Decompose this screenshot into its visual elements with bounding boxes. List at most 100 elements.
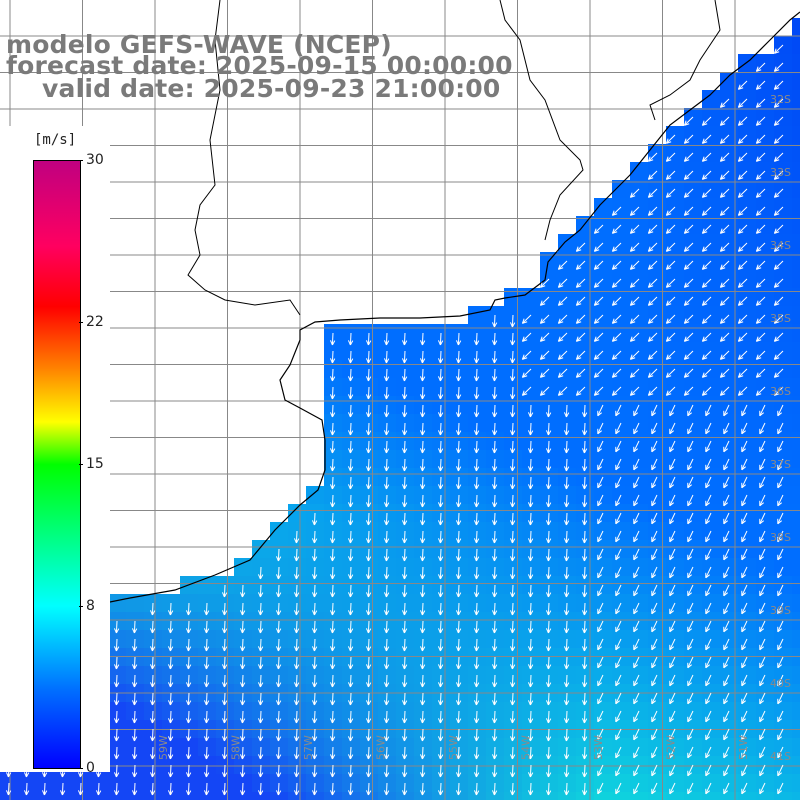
wind-arrow <box>719 98 730 108</box>
wind-arrow <box>611 350 622 360</box>
wind-arrow <box>615 602 622 615</box>
wind-arrow <box>633 710 640 723</box>
wind-arrow <box>521 368 532 378</box>
wind-arrow <box>687 746 694 759</box>
wind-arrow <box>311 674 318 688</box>
latitude-label: 33S <box>770 166 791 179</box>
wind-arrow <box>719 188 730 198</box>
wind-arrow <box>437 512 444 526</box>
wind-arrow <box>701 116 712 126</box>
wind-arrow <box>759 566 766 579</box>
wind-arrow <box>527 566 534 580</box>
wind-arrow <box>113 728 120 742</box>
wind-arrow <box>383 350 390 364</box>
wind-arrow <box>629 278 640 288</box>
wind-arrow <box>705 530 712 543</box>
wind-arrow <box>755 62 766 72</box>
wind-arrow <box>455 710 462 724</box>
wind-arrow <box>741 584 748 597</box>
wind-arrow <box>401 602 408 616</box>
wind-arrow <box>701 170 712 180</box>
wind-arrow <box>687 692 694 705</box>
wind-arrow <box>401 764 408 778</box>
wind-arrow <box>723 782 730 795</box>
wind-arrow <box>615 584 622 597</box>
wind-arrow <box>347 476 354 490</box>
wind-arrow <box>737 314 748 324</box>
wind-arrow <box>347 584 354 598</box>
wind-speed-cell <box>792 90 800 109</box>
wind-arrow <box>539 350 550 360</box>
wind-arrow <box>203 728 210 742</box>
wind-arrow <box>167 710 174 724</box>
wind-arrow <box>329 458 336 472</box>
wind-arrow <box>755 260 766 270</box>
wind-arrow <box>293 566 300 580</box>
wind-arrow <box>611 260 622 270</box>
wind-arrow <box>651 782 658 795</box>
wind-speed-cell <box>450 792 469 800</box>
wind-arrow <box>59 782 66 796</box>
wind-arrow <box>401 404 408 418</box>
wind-arrow <box>719 332 730 342</box>
wind-arrow <box>683 350 694 360</box>
wind-arrow <box>575 314 586 324</box>
latitude-label: 41S <box>770 750 791 763</box>
wind-arrow <box>437 404 444 418</box>
wind-arrow <box>149 674 156 688</box>
wind-arrow <box>311 746 318 760</box>
wind-arrow <box>419 422 426 436</box>
wind-arrow <box>773 62 784 72</box>
wind-arrow <box>185 638 192 652</box>
wind-arrow <box>221 620 228 634</box>
wind-arrow <box>365 602 372 616</box>
wind-arrow <box>311 512 318 526</box>
wind-arrow <box>755 314 766 324</box>
wind-arrow <box>365 566 372 580</box>
wind-arrow <box>665 296 676 306</box>
wind-arrow <box>401 332 408 346</box>
wind-arrow <box>581 746 588 760</box>
wind-arrow <box>615 440 622 453</box>
wind-arrow <box>203 620 210 634</box>
wind-arrow <box>723 422 730 435</box>
wind-arrow <box>329 746 336 760</box>
wind-speed-cell <box>468 306 487 325</box>
wind-arrow <box>401 368 408 382</box>
wind-speed-cell <box>270 792 289 800</box>
wind-arrow <box>777 620 784 633</box>
wind-arrow <box>777 458 784 471</box>
wind-arrow <box>329 728 336 742</box>
wind-arrow <box>5 782 12 796</box>
wind-arrow <box>383 440 390 454</box>
wind-arrow <box>651 674 658 687</box>
wind-arrow <box>545 674 552 688</box>
wind-arrow <box>131 656 138 670</box>
wind-arrow <box>383 692 390 706</box>
wind-arrow <box>683 332 694 342</box>
wind-speed-cell <box>378 792 397 800</box>
wind-arrow <box>759 458 766 471</box>
wind-arrow <box>581 440 588 454</box>
wind-arrow <box>759 602 766 615</box>
wind-arrow <box>581 584 588 598</box>
wind-speed-cell <box>234 558 253 577</box>
wind-arrow <box>545 728 552 742</box>
wind-arrow <box>611 332 622 342</box>
wind-arrow <box>491 314 498 328</box>
wind-arrow <box>383 476 390 490</box>
wind-arrow <box>615 422 622 435</box>
wind-arrow <box>557 368 568 378</box>
wind-arrow <box>257 674 264 688</box>
wind-arrow <box>575 368 586 378</box>
wind-speed-cell <box>792 18 800 37</box>
wind-arrow <box>275 638 282 652</box>
wind-arrow <box>563 566 570 580</box>
wind-arrow <box>701 278 712 288</box>
wind-arrow <box>419 782 426 796</box>
wind-speed-cell <box>396 792 415 800</box>
wind-speed-cell <box>558 792 577 800</box>
wind-arrow <box>113 746 120 760</box>
wind-arrow <box>401 548 408 562</box>
